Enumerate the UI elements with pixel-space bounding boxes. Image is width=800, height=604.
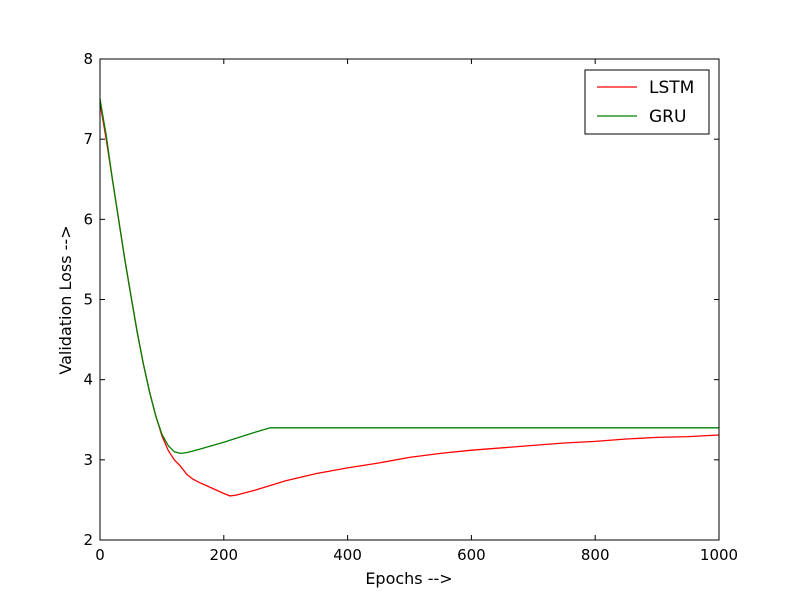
y-tick-label: 2: [83, 531, 93, 549]
y-axis-label: Validation Loss -->: [56, 225, 75, 374]
y-tick-label: 3: [83, 451, 93, 469]
y-tick-label: 6: [83, 210, 93, 228]
y-tick-label: 5: [83, 291, 93, 309]
x-axis: 0 200 400 600 800 1000: [95, 59, 738, 564]
legend-label-gru: GRU: [649, 107, 686, 127]
y-axis: 2 3 4 5 6 7 8: [83, 50, 719, 549]
x-axis-label: Epochs -->: [365, 569, 452, 588]
y-tick-label: 8: [83, 50, 93, 68]
legend: LSTM GRU: [584, 69, 710, 135]
y-tick-label: 4: [83, 371, 93, 389]
x-tick-label: 600: [457, 546, 486, 564]
legend-label-lstm: LSTM: [649, 78, 694, 98]
x-tick-label: 0: [95, 546, 105, 564]
x-tick-label: 800: [581, 546, 610, 564]
x-tick-label: 200: [209, 546, 238, 564]
y-tick-label: 7: [83, 130, 93, 148]
x-tick-label: 1000: [700, 546, 738, 564]
legend-box: [584, 69, 710, 135]
series-line-gru: [99, 98, 719, 455]
plot-background: [100, 59, 719, 540]
x-tick-label: 400: [333, 546, 362, 564]
